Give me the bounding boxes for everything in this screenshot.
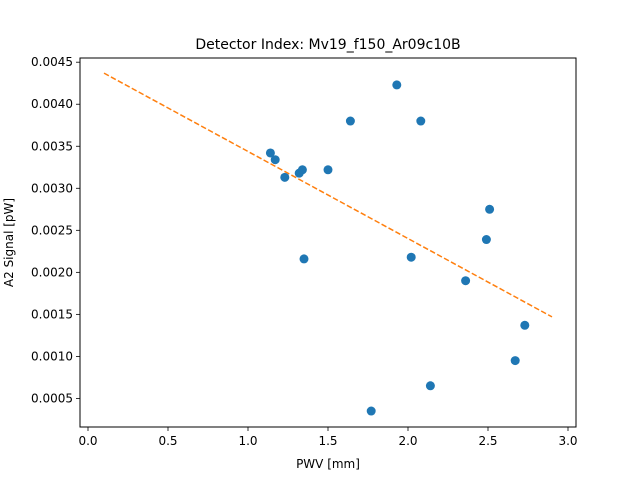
- fit-line: [103, 72, 553, 318]
- x-tick-label: 3.0: [558, 434, 577, 448]
- data-point-5: [297, 165, 307, 175]
- y-axis-label: A2 Signal [pW]: [2, 198, 16, 287]
- x-tick-label: 1.5: [318, 434, 337, 448]
- chart-title: Detector Index: Mv19_f150_Ar09c10B: [195, 37, 460, 53]
- data-point-13: [425, 381, 435, 391]
- data-point-7: [323, 165, 333, 175]
- y-tick-label: 0.0040: [31, 97, 73, 111]
- data-point-10: [366, 406, 376, 416]
- y-tick-label: 0.0035: [31, 139, 73, 153]
- data-point-14: [461, 276, 471, 286]
- data-point-15: [481, 235, 491, 245]
- data-point-1: [265, 148, 275, 158]
- data-point-6: [299, 254, 309, 264]
- x-tick-label: 1.0: [238, 434, 257, 448]
- y-tick-label: 0.0020: [31, 265, 73, 279]
- data-point-12: [416, 116, 426, 126]
- y-ticks: 0.0005 0.0010 0.0015 0.0020 0.0025 0.0030 0.00…: [31, 55, 80, 405]
- data-point-2: [270, 155, 280, 165]
- plot-area: [103, 72, 553, 416]
- y-tick-label: 0.0015: [31, 307, 73, 321]
- data-point-18: [520, 320, 530, 330]
- y-tick-label: 0.0045: [31, 55, 73, 69]
- x-tick-label: 0.0: [78, 434, 97, 448]
- x-tick-label: 2.5: [478, 434, 497, 448]
- data-point-16: [485, 204, 495, 214]
- data-point-3: [280, 172, 290, 182]
- data-point-9: [392, 80, 402, 90]
- data-point-8: [345, 116, 355, 126]
- data-point-11: [406, 252, 416, 262]
- data-point-17: [510, 356, 520, 366]
- y-tick-label: 0.0025: [31, 223, 73, 237]
- x-tick-label: 2.0: [398, 434, 417, 448]
- x-axis-label: PWV [mm]: [296, 457, 360, 471]
- x-ticks: 0.0 0.5 1.0 1.5 2.0 2.5 3.0: [78, 427, 578, 448]
- y-tick-label: 0.0010: [31, 349, 73, 363]
- y-tick-label: 0.0005: [31, 391, 73, 405]
- y-tick-label: 0.0030: [31, 181, 73, 195]
- x-tick-label: 0.5: [158, 434, 177, 448]
